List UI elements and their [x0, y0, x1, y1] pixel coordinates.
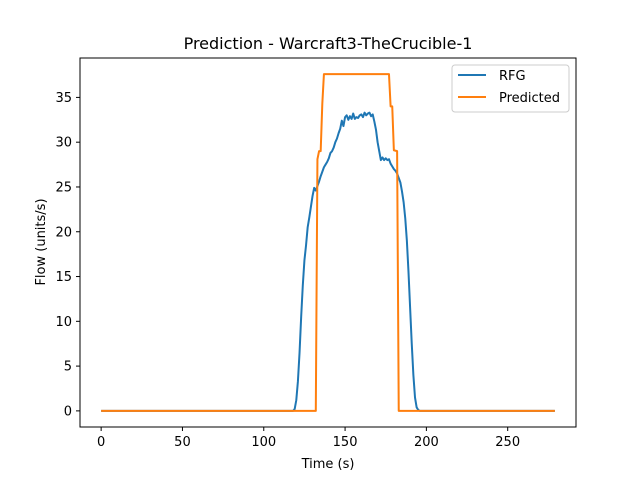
y-tick-label: 10 — [55, 315, 72, 330]
y-tick-label: 5 — [64, 360, 72, 375]
chart-title: Prediction - Warcraft3-TheCrucible-1 — [184, 34, 473, 53]
legend-box — [451, 64, 570, 113]
legend-label-predicted: Predicted — [499, 91, 560, 106]
x-axis: 0 50 100 150 200 250 — [97, 427, 520, 450]
x-tick-label: 250 — [495, 435, 520, 450]
plot-area — [101, 73, 555, 412]
y-tick-label: 15 — [55, 270, 72, 285]
x-tick-label: 150 — [333, 435, 358, 450]
legend-label-rfg: RFG — [499, 69, 526, 84]
x-tick-label: 200 — [414, 435, 439, 450]
x-axis-label: Time (s) — [301, 457, 355, 472]
axes-frame — [79, 57, 577, 428]
y-tick-label: 0 — [64, 404, 72, 419]
x-tick-label: 100 — [251, 435, 276, 450]
y-tick-label: 20 — [55, 225, 72, 240]
y-tick-label: 25 — [55, 180, 72, 195]
y-axis-label: Flow (units/s) — [34, 198, 49, 285]
series-line-predicted — [101, 73, 555, 412]
x-tick-label: 0 — [97, 435, 105, 450]
y-tick-label: 30 — [55, 136, 72, 151]
series-line-rfg — [101, 111, 555, 412]
legend: RFG Predicted — [451, 64, 570, 113]
y-axis: 0 5 10 15 20 25 30 35 — [55, 91, 80, 419]
x-tick-label: 50 — [174, 435, 191, 450]
y-tick-label: 35 — [55, 91, 72, 106]
